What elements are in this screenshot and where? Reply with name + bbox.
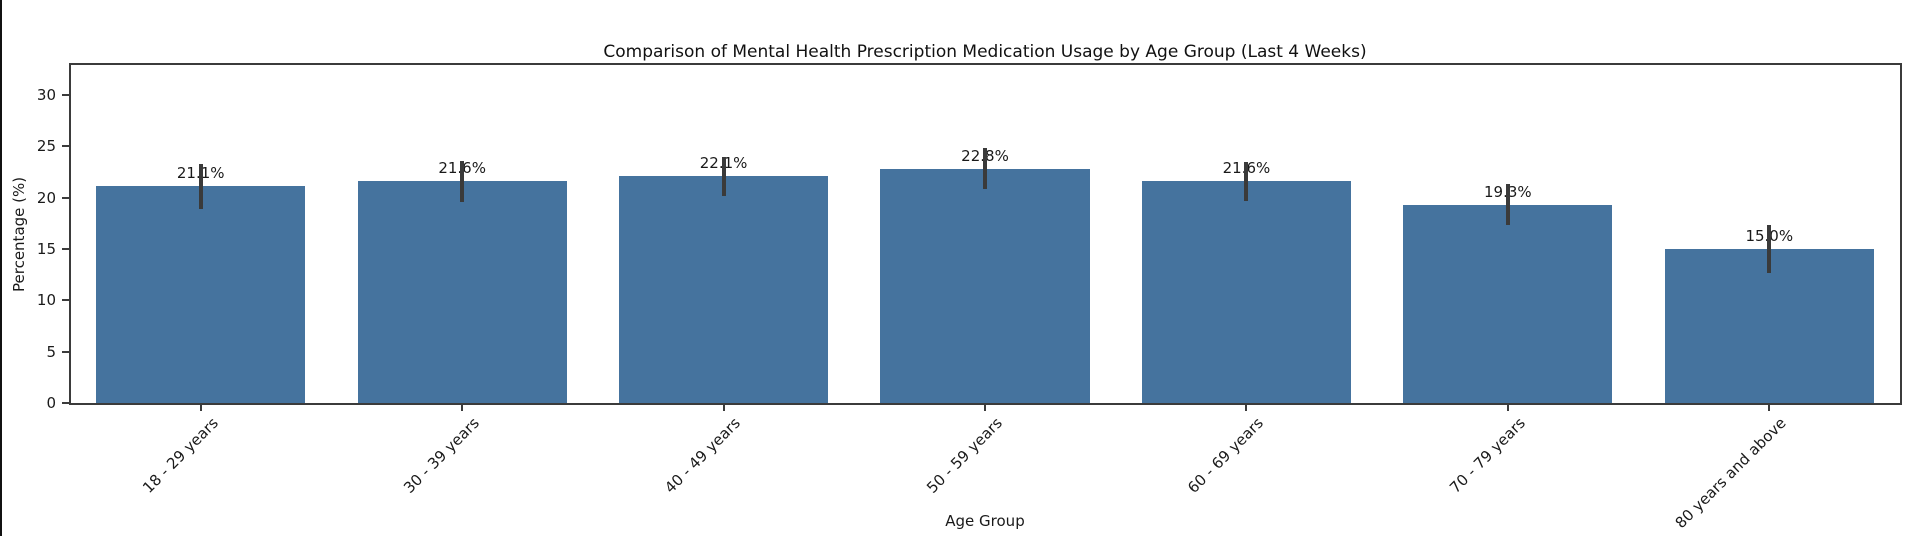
bar [96, 186, 306, 403]
y-tick-mark [62, 248, 70, 250]
y-tick-mark [62, 145, 70, 148]
y-tick-label: 20 [36, 188, 56, 207]
bar [357, 181, 567, 403]
error-bar [1505, 184, 1510, 226]
error-bar [460, 160, 465, 202]
error-bar [983, 148, 987, 190]
error-bar [721, 156, 726, 196]
x-tick-label: 40 - 49 years [661, 414, 745, 497]
x-axis-label: Age Group [945, 512, 1025, 530]
x-tick-mark [1506, 403, 1509, 411]
y-tick-label: 0 [46, 394, 56, 412]
x-tick-label: 60 - 69 years [1184, 414, 1268, 497]
y-tick-mark [62, 196, 70, 199]
x-tick-mark [984, 403, 986, 411]
bar [1141, 181, 1351, 403]
bar [1403, 204, 1613, 403]
x-tick-label: 18 - 29 years [138, 414, 222, 497]
y-axis-label: Percentage (%) [10, 176, 28, 292]
window-left-edge [0, 0, 2, 536]
x-tick-label: 30 - 39 years [400, 414, 483, 497]
y-tick-label: 10 [36, 291, 56, 310]
y-tick-label: 25 [36, 137, 56, 156]
bar [880, 168, 1090, 403]
x-tick-label: 50 - 59 years [922, 414, 1006, 497]
error-bar [198, 163, 203, 209]
x-tick-mark [461, 403, 464, 411]
bar [619, 176, 829, 403]
x-tick-mark [1768, 403, 1771, 411]
x-tick-label: 70 - 79 years [1445, 414, 1529, 497]
error-bar [1244, 161, 1249, 201]
y-tick-label: 5 [46, 342, 56, 361]
y-tick-mark [62, 299, 70, 302]
x-tick-mark [722, 403, 725, 411]
y-tick-label: 15 [36, 240, 56, 258]
bar [1664, 249, 1874, 403]
chart-title: Comparison of Mental Health Prescription… [603, 42, 1367, 62]
plot-area [69, 63, 1902, 405]
error-bar [1767, 225, 1772, 273]
y-tick-mark [62, 350, 70, 353]
y-tick-mark [62, 402, 70, 404]
y-tick-mark [62, 94, 70, 96]
x-tick-mark [199, 403, 202, 411]
y-tick-label: 30 [36, 86, 56, 104]
x-tick-mark [1245, 403, 1248, 411]
